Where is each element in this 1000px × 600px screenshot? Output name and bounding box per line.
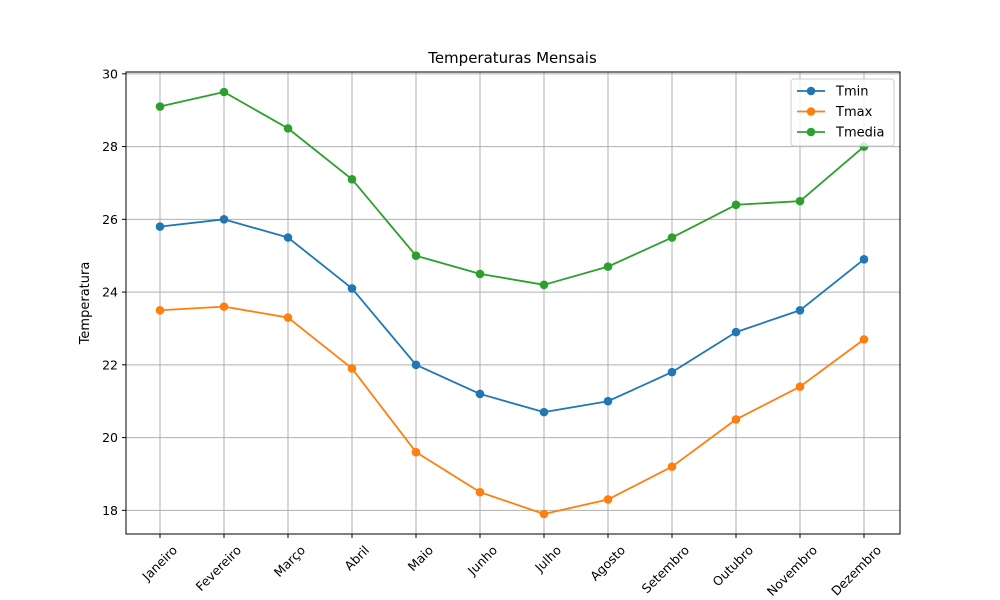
legend-box bbox=[790, 78, 895, 147]
data-point bbox=[795, 382, 805, 391]
data-point bbox=[475, 269, 485, 279]
data-point bbox=[411, 360, 421, 370]
legend-marker bbox=[806, 86, 816, 96]
legend-item-tmin: Tmin bbox=[797, 85, 868, 100]
data-point bbox=[603, 495, 613, 504]
legend-item-tmedia: Tmedia bbox=[797, 126, 884, 141]
y-axis-label: Temperatura bbox=[78, 262, 93, 346]
data-point bbox=[219, 215, 229, 224]
legend-label: Tmedia bbox=[835, 126, 884, 141]
data-point bbox=[603, 262, 613, 271]
data-point bbox=[859, 255, 869, 264]
data-point bbox=[603, 396, 613, 406]
data-point bbox=[219, 87, 229, 97]
legend: Tmin Tmax Tmedia bbox=[790, 78, 895, 147]
data-point bbox=[155, 102, 165, 111]
plot-frame bbox=[125, 71, 901, 535]
data-point bbox=[859, 335, 869, 344]
data-point bbox=[731, 415, 741, 424]
data-point bbox=[475, 389, 485, 399]
data-point bbox=[411, 447, 421, 457]
y-tick-label: 20 bbox=[102, 430, 118, 445]
data-point bbox=[347, 175, 357, 184]
data-point bbox=[667, 462, 677, 472]
legend-marker bbox=[806, 107, 816, 116]
data-point bbox=[667, 233, 677, 242]
data-point bbox=[219, 302, 229, 311]
y-tick-label: 28 bbox=[102, 139, 118, 154]
series-tmax bbox=[155, 302, 869, 519]
y-tick-label: 18 bbox=[102, 503, 118, 518]
series-line bbox=[159, 305, 865, 515]
data-point bbox=[155, 305, 165, 315]
data-point bbox=[731, 200, 741, 210]
legend-item-tmax: Tmax bbox=[797, 105, 873, 120]
chart-title: Temperaturas Mensais bbox=[427, 49, 597, 67]
data-point bbox=[795, 305, 805, 315]
legend-marker bbox=[806, 127, 816, 137]
data-point bbox=[347, 364, 357, 373]
legend-label: Tmax bbox=[835, 105, 873, 120]
data-point bbox=[795, 196, 805, 206]
data-point bbox=[283, 124, 293, 133]
data-point bbox=[283, 233, 293, 242]
data-point bbox=[539, 509, 549, 519]
y-tick-label: 26 bbox=[102, 212, 118, 227]
data-point bbox=[347, 284, 357, 293]
y-tick-label: 30 bbox=[102, 66, 118, 81]
data-point bbox=[155, 222, 165, 231]
grid bbox=[126, 72, 900, 534]
series-line bbox=[159, 91, 865, 286]
series-line bbox=[159, 218, 865, 414]
data-point bbox=[731, 327, 741, 337]
series-layer bbox=[155, 87, 869, 519]
data-point bbox=[283, 313, 293, 322]
data-point bbox=[475, 487, 485, 497]
data-point bbox=[411, 251, 421, 261]
y-tick-label: 22 bbox=[102, 357, 118, 372]
legend-label: Tmin bbox=[835, 85, 868, 100]
series-tmin bbox=[155, 215, 869, 417]
data-point bbox=[539, 407, 549, 417]
y-tick-label: 24 bbox=[102, 285, 118, 300]
data-point bbox=[539, 280, 549, 290]
data-point bbox=[667, 367, 677, 377]
